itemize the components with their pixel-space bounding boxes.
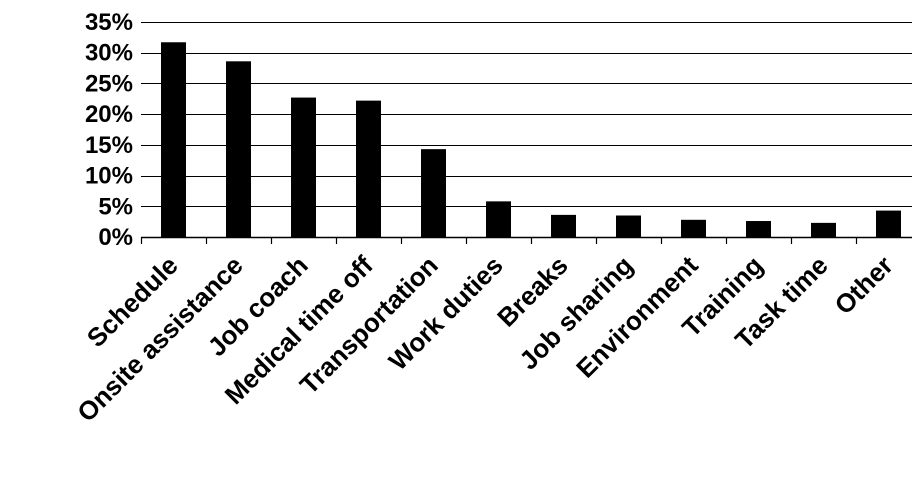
gridlines	[141, 22, 912, 207]
y-tick-label: 25%	[85, 70, 133, 97]
bar-transportation	[421, 149, 446, 237]
y-tick-label: 0%	[98, 224, 133, 251]
y-tick-label: 30%	[85, 40, 133, 67]
x-category-label: Other	[828, 250, 898, 320]
bar-training	[746, 221, 771, 237]
y-tick-label: 20%	[85, 101, 133, 128]
bar-onsite-assistance	[226, 61, 251, 237]
y-tick-label: 35%	[85, 9, 133, 36]
bar-environment	[681, 219, 706, 237]
y-tick-label: 15%	[85, 132, 133, 159]
bar-breaks	[551, 214, 576, 237]
bar-work-duties	[486, 201, 511, 237]
bar-schedule	[161, 42, 186, 238]
y-tick-labels: 0% 5% 10% 15% 20% 25% 30% 35%	[85, 9, 133, 251]
bar-job-sharing	[616, 215, 641, 237]
y-tick-label: 5%	[98, 193, 133, 220]
bar-medical-time-off	[356, 100, 381, 237]
bars	[161, 42, 901, 238]
bar-job-coach	[291, 97, 316, 237]
bar-task-time	[811, 222, 836, 237]
x-tick-marks	[140, 237, 858, 244]
y-tick-label: 10%	[85, 163, 133, 190]
bar-other	[876, 210, 901, 237]
